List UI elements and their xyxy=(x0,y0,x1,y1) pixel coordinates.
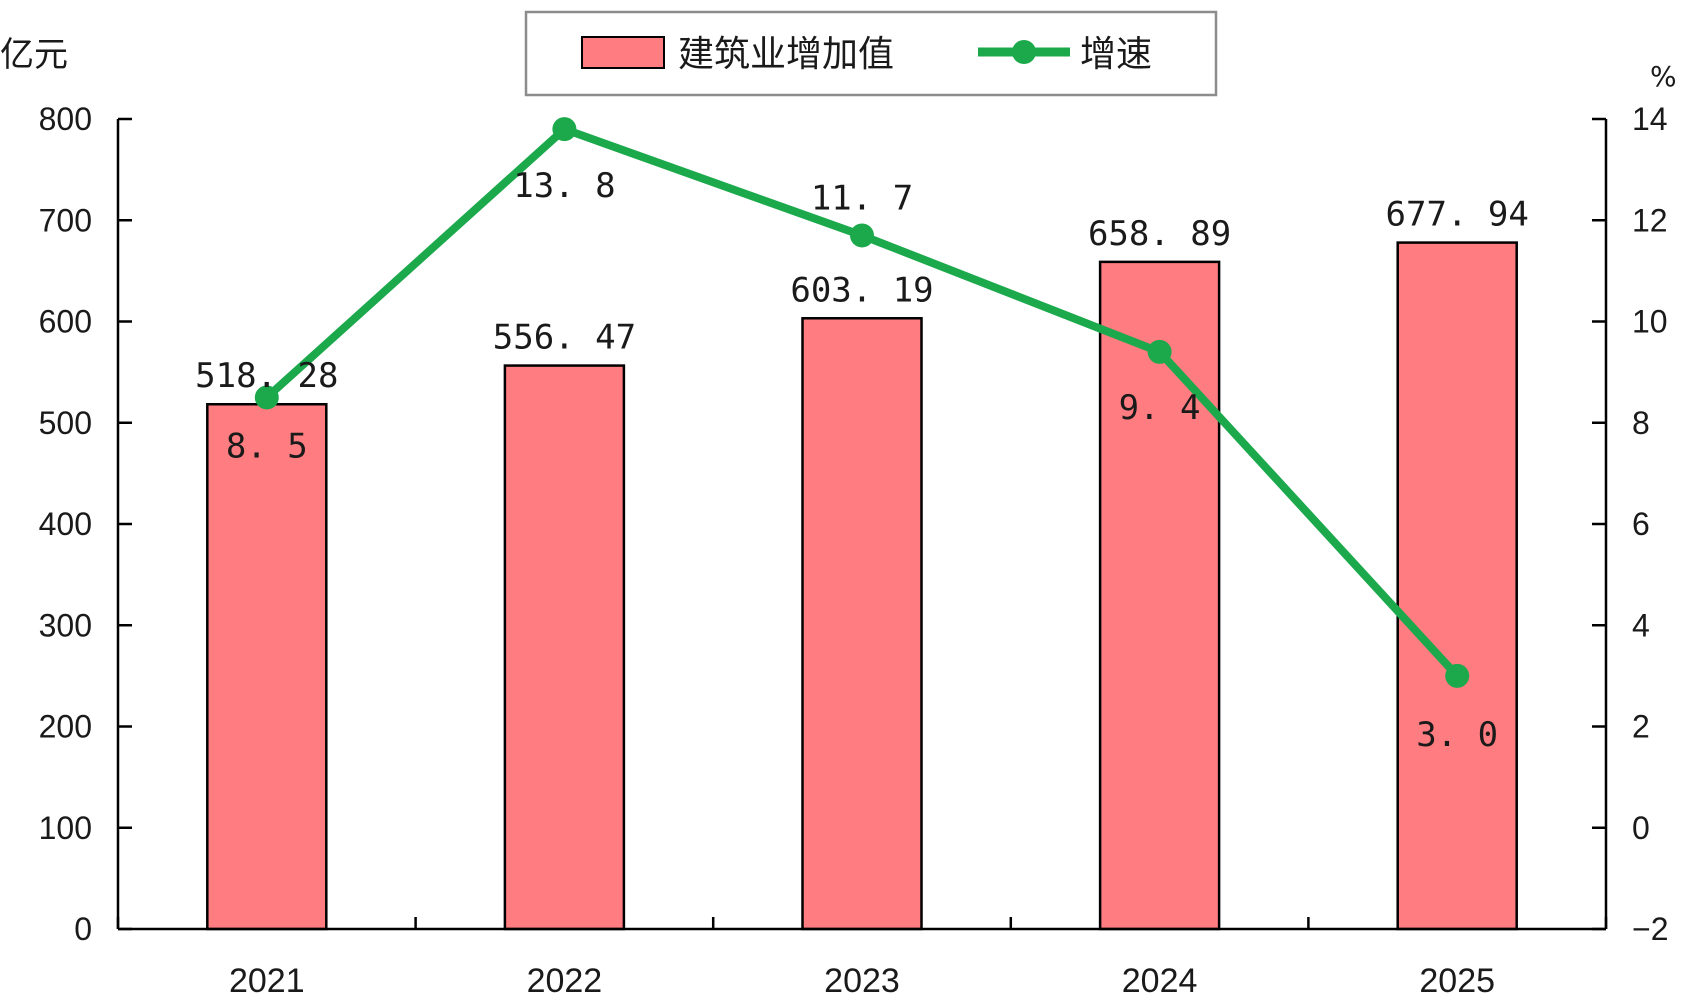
legend-bar-swatch xyxy=(581,36,665,69)
growth-point-2022 xyxy=(552,117,577,142)
x-tick-label-2022: 2022 xyxy=(527,962,603,1000)
x-tick-label-2021: 2021 xyxy=(229,962,305,1000)
growth-point-2025 xyxy=(1445,663,1470,688)
legend-line-marker xyxy=(1012,40,1036,64)
right-tick-label: 2 xyxy=(1632,709,1650,745)
growth-value-label-2022: 13. 8 xyxy=(513,166,615,206)
left-axis-unit: 亿元 xyxy=(0,35,68,75)
growth-point-2021 xyxy=(254,385,279,410)
left-tick-label: 0 xyxy=(74,911,92,947)
bar-value-label-2022: 556. 47 xyxy=(493,318,636,358)
bar-value-label-2025: 677. 94 xyxy=(1386,195,1529,235)
legend: 建筑业增加值 增速 xyxy=(524,10,1218,97)
x-tick-label-2023: 2023 xyxy=(824,962,900,1000)
growth-value-label-2025: 3. 0 xyxy=(1416,715,1498,755)
growth-value-label-2021: 8. 5 xyxy=(226,426,308,466)
x-tick-label-2024: 2024 xyxy=(1122,962,1198,1000)
axes: 0 100 200 300 400 500 600 700 800 −2 0 2 4 6 8 10 12 14 20… xyxy=(39,101,1669,1000)
legend-line-label: 增速 xyxy=(1080,34,1152,75)
growth-value-label-2024: 9. 4 xyxy=(1119,388,1201,428)
left-tick-label: 200 xyxy=(39,709,92,745)
growth-point-2023 xyxy=(850,223,874,248)
legend-bar-label: 建筑业增加值 xyxy=(678,34,894,75)
left-tick-label: 700 xyxy=(39,202,92,238)
left-tick-label: 300 xyxy=(39,607,92,643)
bar-2022 xyxy=(503,364,626,931)
right-tick-label: 4 xyxy=(1632,607,1650,643)
bar-value-label-2024: 658. 89 xyxy=(1088,214,1231,254)
right-tick-label: 0 xyxy=(1632,810,1650,846)
bars xyxy=(206,241,1518,931)
left-tick-label: 600 xyxy=(39,304,92,340)
line-series xyxy=(254,117,1470,688)
right-tick-label: 8 xyxy=(1632,405,1650,441)
right-tick-label: 12 xyxy=(1632,202,1668,238)
bar-value-label-2021: 518. 28 xyxy=(195,356,338,396)
right-tick-label: −2 xyxy=(1632,911,1668,947)
left-tick-label: 400 xyxy=(39,506,92,542)
bar-value-label-2023: 603. 19 xyxy=(790,270,933,310)
data-labels: 518. 28 556. 47 603. 19 658. 89 677. 94 8. 5 1… xyxy=(195,166,1529,755)
left-tick-label: 800 xyxy=(39,101,92,137)
growth-value-label-2023: 11. 7 xyxy=(811,178,913,218)
left-tick-label: 500 xyxy=(39,405,92,441)
x-tick-label-2025: 2025 xyxy=(1419,962,1495,1000)
right-axis-unit: % xyxy=(1650,60,1677,93)
bar-2024 xyxy=(1098,260,1221,931)
bar-2023 xyxy=(801,317,923,931)
right-tick-label: 14 xyxy=(1632,101,1668,137)
right-tick-label: 6 xyxy=(1632,506,1650,542)
left-tick-label: 100 xyxy=(39,810,92,846)
bar-2021 xyxy=(206,402,328,931)
right-tick-label: 10 xyxy=(1632,304,1668,340)
growth-point-2024 xyxy=(1147,339,1172,364)
bar-2025 xyxy=(1396,241,1518,931)
